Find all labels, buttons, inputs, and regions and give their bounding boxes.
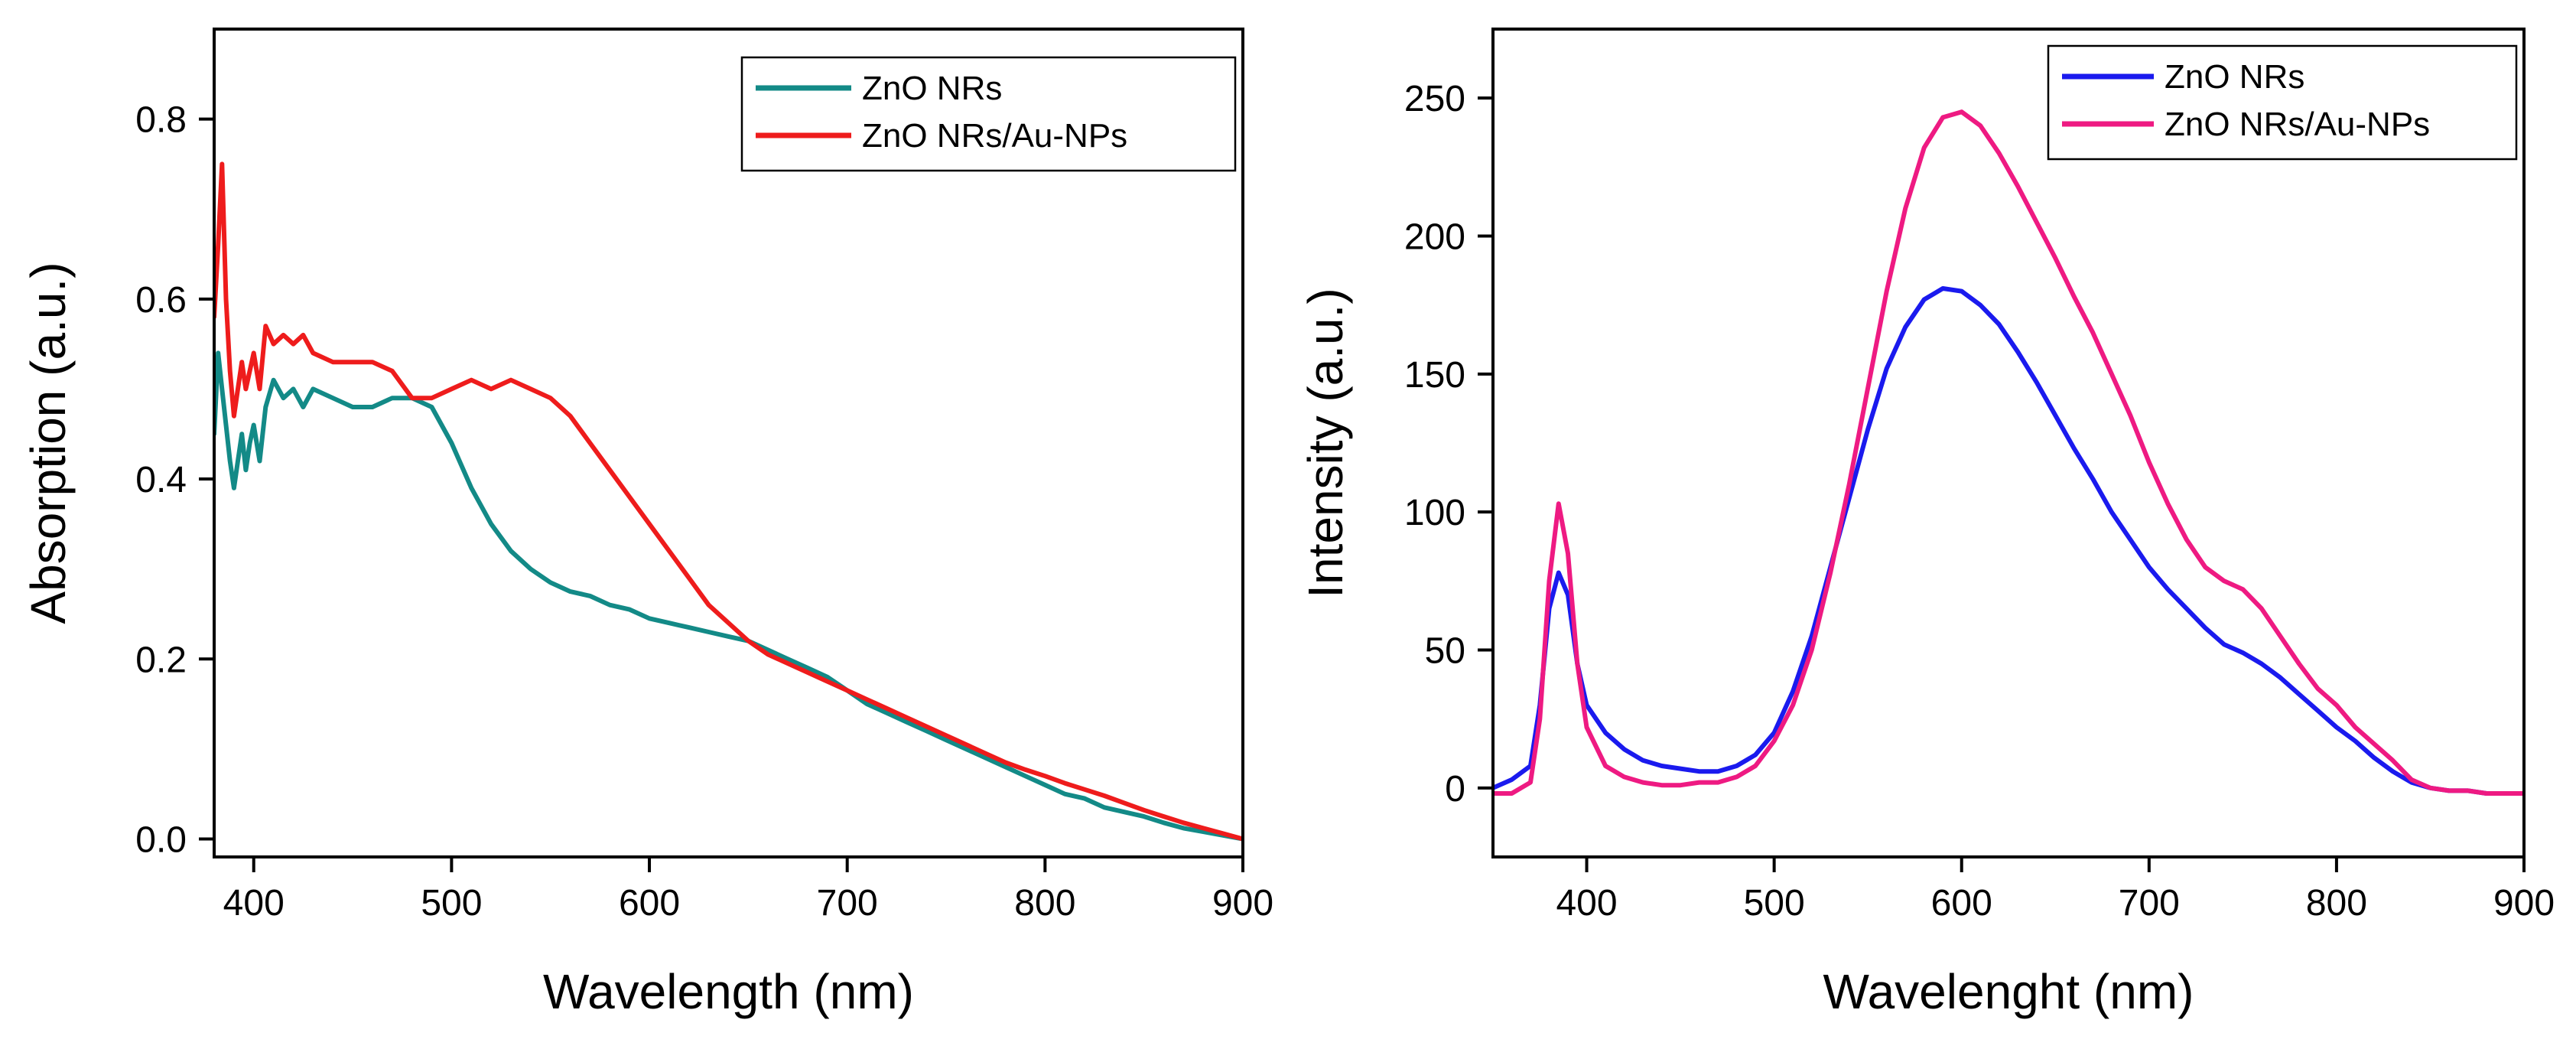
absorption-x-tick-label: 800 [1014, 883, 1075, 924]
absorption-x-axis-label: Wavelength (nm) [543, 964, 914, 1019]
absorption-legend-label: ZnO NRs [862, 70, 1002, 107]
intensity-series-group [1493, 109, 2524, 796]
intensity-y-tick-label: 0 [1445, 769, 1465, 810]
intensity-x-tick-label: 600 [1931, 883, 1992, 924]
absorption-x-tick-label: 400 [223, 883, 285, 924]
intensity-y-tick-label: 150 [1404, 355, 1465, 396]
intensity-legend-label: ZnO NRs [2165, 58, 2304, 96]
absorption-y-tick-label: 0.4 [135, 460, 187, 500]
intensity-series-line-zno-nrs-au-nps [1493, 109, 2524, 796]
intensity-y-tick-label: 100 [1404, 493, 1465, 533]
absorption-x-tick-label: 700 [817, 883, 878, 924]
intensity-x-tick-label: 900 [2493, 883, 2555, 924]
intensity-x-tick-label: 400 [1556, 883, 1617, 924]
intensity-x-tick-label: 500 [1744, 883, 1805, 924]
absorption-series-line-zno-nrs-au-nps [214, 161, 1243, 842]
intensity-y-axis-label: Intensity (a.u.) [1298, 288, 1353, 598]
absorption-y-tick-label: 0.6 [135, 280, 187, 321]
absorption-x-tick-label: 900 [1212, 883, 1273, 924]
intensity-legend-box [2047, 44, 2518, 161]
absorption-y-tick-label: 0.0 [135, 819, 187, 860]
intensity-y-tick-label: 50 [1425, 631, 1465, 672]
absorption-y-tick-label: 0.2 [135, 640, 187, 680]
absorption-x-tick-label: 500 [421, 883, 482, 924]
intensity-x-tick-label: 700 [2119, 883, 2180, 924]
absorption-legend-box [740, 56, 1237, 172]
absorption-legend: ZnO NRs ZnO NRs/Au-NPs [740, 56, 1237, 172]
intensity-legend-label: ZnO NRs/Au-NPs [2165, 106, 2430, 143]
intensity-y-tick-label: 200 [1404, 217, 1465, 258]
intensity-x-axis-label: Wavelenght (nm) [1823, 964, 2194, 1019]
intensity-plot-frame [1491, 28, 2526, 858]
intensity-series-line-zno-nrs [1493, 286, 2524, 796]
photoluminescence-chart: 400 500 600 700 800 900 0 50 100 150 200 250 Intensi… [1298, 28, 2555, 1019]
absorption-x-tick-label: 600 [619, 883, 680, 924]
absorption-series-group [214, 161, 1243, 842]
absorption-chart: 400 500 600 700 800 900 0.0 0.2 0.4 0.6 0.8 Absorpt… [21, 28, 1273, 1019]
absorption-series-line-zno-nrs [214, 350, 1243, 842]
intensity-y-tick-label: 250 [1404, 79, 1465, 119]
intensity-x-tick-label: 800 [2306, 883, 2367, 924]
absorption-y-tick-label: 0.8 [135, 100, 187, 141]
intensity-legend: ZnO NRs ZnO NRs/Au-NPs [2047, 44, 2518, 161]
absorption-legend-label: ZnO NRs/Au-NPs [862, 117, 1127, 155]
absorption-y-axis-label: Absorption (a.u.) [21, 262, 76, 624]
absorption-plot-frame [213, 28, 1244, 858]
